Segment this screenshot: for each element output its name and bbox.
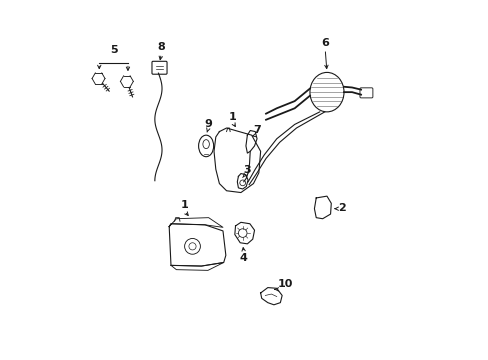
- Ellipse shape: [309, 72, 344, 112]
- Text: 10: 10: [277, 279, 293, 289]
- Text: 7: 7: [253, 125, 260, 135]
- Text: 6: 6: [321, 39, 328, 48]
- Text: 3: 3: [244, 165, 251, 175]
- Text: 8: 8: [157, 42, 165, 52]
- Text: 5: 5: [110, 45, 117, 55]
- Text: 4: 4: [239, 253, 247, 263]
- Text: 1: 1: [181, 201, 188, 211]
- FancyBboxPatch shape: [152, 61, 167, 74]
- Text: 1: 1: [229, 112, 236, 122]
- FancyBboxPatch shape: [359, 88, 372, 98]
- Ellipse shape: [198, 135, 213, 157]
- Text: 9: 9: [203, 119, 211, 129]
- Text: 2: 2: [338, 203, 346, 213]
